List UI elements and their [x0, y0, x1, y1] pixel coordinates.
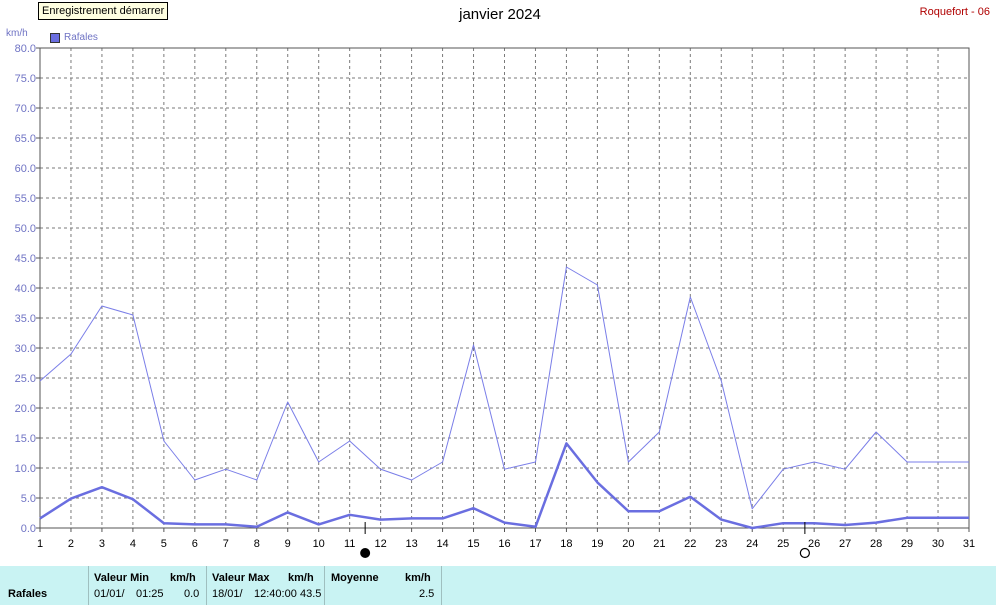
chart-legend[interactable]: Rafales — [50, 32, 98, 43]
min-time: 01:25 — [136, 588, 164, 600]
x-tick-label: 29 — [901, 538, 913, 550]
chart-title: janvier 2024 — [459, 6, 541, 23]
series-layer — [39, 266, 969, 530]
x-tick-label: 11 — [344, 538, 355, 550]
legend-label: Rafales — [64, 32, 98, 43]
x-tick-label: 30 — [932, 538, 944, 550]
x-tick-label: 31 — [963, 538, 975, 550]
max-value: 43.5 — [300, 588, 322, 600]
max-header: Valeur Max — [212, 572, 270, 584]
y-axis-unit: km/h — [6, 28, 28, 39]
y-tick-label: 5.0 — [21, 493, 36, 505]
y-tick-label: 0.0 — [21, 523, 36, 535]
x-tick-label: 9 — [285, 538, 291, 550]
mean-gust-line — [39, 442, 969, 530]
min-date: 01/01/ — [94, 588, 125, 600]
avg-header: Moyenne — [331, 572, 379, 584]
y-tick-label: 20.0 — [15, 403, 36, 415]
x-tick-label: 20 — [622, 538, 634, 550]
x-tick-label: 25 — [777, 538, 789, 550]
x-tick-label: 4 — [130, 538, 136, 550]
x-tick-label: 5 — [161, 538, 167, 550]
x-tick-label: 17 — [529, 538, 541, 550]
full-moon-icon — [799, 547, 810, 559]
y-tick-label: 10.0 — [15, 463, 36, 475]
max-unit: km/h — [288, 572, 314, 584]
x-tick-label: 18 — [560, 538, 572, 550]
new-moon-icon — [360, 548, 371, 558]
x-tick-label: 15 — [467, 538, 479, 550]
y-tick-label: 45.0 — [15, 253, 36, 265]
y-tick-label: 75.0 — [15, 73, 36, 85]
x-tick-label: 6 — [192, 538, 198, 550]
legend-swatch — [50, 32, 60, 43]
min-value: 0.0 — [184, 588, 200, 600]
max-gust-line — [39, 266, 969, 510]
x-tick-label: 22 — [684, 538, 696, 550]
x-tick-label: 26 — [808, 538, 820, 550]
x-tick-label: 13 — [405, 538, 417, 550]
avg-value: 2.5 — [419, 588, 435, 600]
y-tick-label: 25.0 — [15, 373, 36, 385]
y-tick-label: 50.0 — [15, 223, 36, 235]
x-tick-label: 27 — [839, 538, 851, 550]
y-tick-label: 70.0 — [15, 103, 36, 115]
x-tick-label: 12 — [375, 538, 387, 550]
x-tick-label: 10 — [313, 538, 325, 550]
y-axis: 0.0 5.0 10.0 15.0 20.0 25.0 30.0 35.0 40.0 45.0 50… — [15, 43, 40, 535]
y-tick-label: 40.0 — [15, 283, 36, 295]
x-tick-label: 24 — [746, 538, 758, 550]
recording-tooltip: Enregistrement démarrer — [38, 2, 169, 20]
min-header: Valeur Min — [94, 572, 150, 584]
stats-row-label: Rafales — [8, 588, 48, 600]
x-tick-label: 14 — [436, 538, 448, 550]
wind-gust-chart[interactable]: 0.0 5.0 10.0 15.0 20.0 25.0 30.0 35.0 40.0 45.0 50… — [0, 0, 996, 566]
x-tick-label: 7 — [223, 538, 229, 550]
max-time: 12:40:00 — [254, 588, 297, 600]
station-name: Roquefort - 06 — [919, 6, 990, 18]
y-tick-label: 55.0 — [15, 193, 36, 205]
avg-unit: km/h — [405, 572, 431, 584]
x-tick-label: 3 — [99, 538, 105, 550]
x-tick-label: 1 — [37, 538, 43, 550]
min-unit: km/h — [170, 572, 196, 584]
grid-lines — [40, 48, 969, 528]
x-tick-label: 8 — [254, 538, 260, 550]
x-tick-label: 19 — [591, 538, 603, 550]
x-tick-label: 16 — [498, 538, 510, 550]
x-tick-label: 23 — [715, 538, 727, 550]
y-tick-label: 35.0 — [15, 313, 36, 325]
y-tick-label: 30.0 — [15, 343, 36, 355]
y-tick-label: 80.0 — [15, 43, 36, 55]
x-tick-label: 21 — [653, 538, 665, 550]
max-date: 18/01/ — [212, 588, 243, 600]
x-tick-label: 28 — [870, 538, 882, 550]
y-tick-label: 60.0 — [15, 163, 36, 175]
y-tick-label: 65.0 — [15, 133, 36, 145]
x-axis: 1 2 3 4 5 6 7 8 9 10 11 12 13 14 15 16 17 18 19 20 21 22 23 24 2… — [37, 528, 975, 550]
day-markers — [360, 522, 810, 559]
y-tick-label: 15.0 — [15, 433, 36, 445]
stats-panel: Rafales Valeur Min km/h 01/01/ 01:25 0.0… — [0, 566, 996, 605]
x-tick-label: 2 — [68, 538, 74, 550]
